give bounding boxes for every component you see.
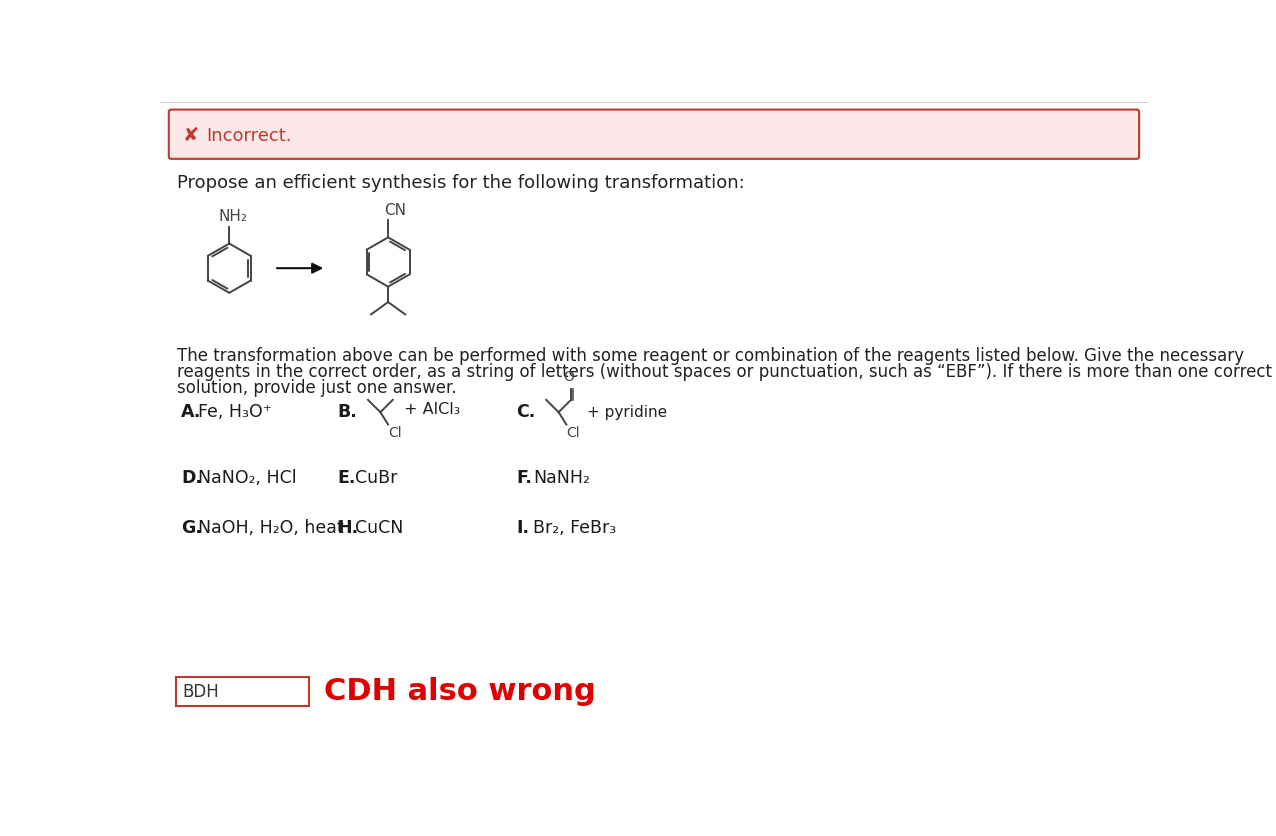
Text: ✘: ✘ [182, 126, 199, 145]
Text: I.: I. [516, 518, 530, 537]
Text: CuBr: CuBr [355, 469, 397, 487]
FancyBboxPatch shape [168, 110, 1139, 159]
Text: CDH also wrong: CDH also wrong [324, 677, 596, 706]
Text: NaNO₂, HCl: NaNO₂, HCl [198, 469, 297, 487]
Text: NH₂: NH₂ [218, 209, 248, 224]
Text: Incorrect.: Incorrect. [205, 127, 291, 145]
Text: BDH: BDH [182, 683, 219, 701]
FancyBboxPatch shape [176, 677, 309, 706]
Text: A.: A. [181, 403, 202, 421]
Text: The transformation above can be performed with some reagent or combination of th: The transformation above can be performe… [176, 347, 1244, 364]
Text: Cl: Cl [567, 426, 581, 440]
Text: + AlCl₃: + AlCl₃ [403, 401, 459, 416]
Text: Br₂, FeBr₃: Br₂, FeBr₃ [533, 518, 616, 537]
Text: reagents in the correct order, as a string of letters (without spaces or punctua: reagents in the correct order, as a stri… [176, 363, 1272, 381]
Text: solution, provide just one answer.: solution, provide just one answer. [176, 379, 457, 397]
Text: B.: B. [338, 403, 357, 421]
Text: O: O [563, 370, 574, 385]
Text: F.: F. [516, 469, 532, 487]
Text: C.: C. [516, 403, 535, 421]
Text: Fe, H₃O⁺: Fe, H₃O⁺ [198, 403, 272, 421]
Text: D.: D. [181, 469, 202, 487]
Text: Propose an efficient synthesis for the following transformation:: Propose an efficient synthesis for the f… [176, 174, 744, 192]
Text: Cl: Cl [388, 426, 402, 440]
Text: E.: E. [338, 469, 356, 487]
Text: CN: CN [384, 203, 406, 218]
Text: NaOH, H₂O, heat: NaOH, H₂O, heat [198, 518, 343, 537]
Text: NaNH₂: NaNH₂ [533, 469, 590, 487]
Text: + pyridine: + pyridine [587, 405, 666, 420]
Text: H.: H. [338, 518, 359, 537]
Text: G.: G. [181, 518, 202, 537]
Text: CuCN: CuCN [355, 518, 403, 537]
